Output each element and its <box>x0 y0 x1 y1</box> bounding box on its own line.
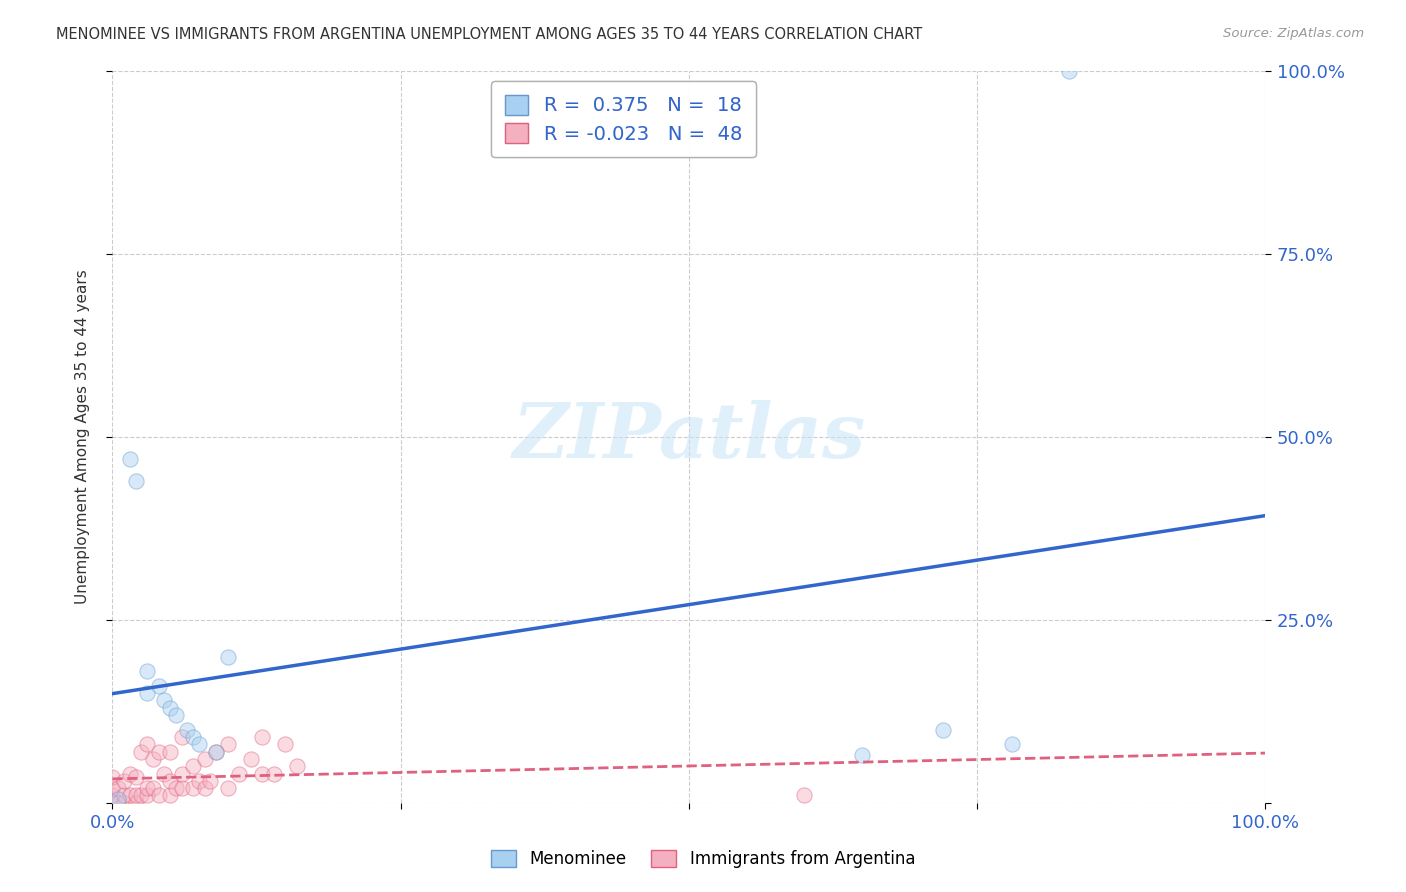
Text: ZIPatlas: ZIPatlas <box>512 401 866 474</box>
Point <box>274 737 297 751</box>
Point <box>129 745 153 759</box>
Point <box>176 723 198 737</box>
Point <box>170 766 193 780</box>
Point <box>205 745 228 759</box>
Point <box>136 737 159 751</box>
Point <box>124 770 146 784</box>
Point <box>263 766 285 780</box>
Point <box>1059 64 1081 78</box>
Point <box>136 781 159 796</box>
Point <box>851 748 873 763</box>
Point <box>124 474 146 488</box>
Point <box>142 752 165 766</box>
Point <box>1001 737 1024 751</box>
Point <box>118 452 141 467</box>
Point <box>118 766 141 780</box>
Point <box>101 781 124 796</box>
Point <box>239 752 262 766</box>
Point <box>153 693 176 707</box>
Point <box>181 759 204 773</box>
Point <box>159 700 181 714</box>
Point <box>931 723 953 737</box>
Point <box>205 745 228 759</box>
Point <box>101 770 124 784</box>
Point <box>112 789 135 803</box>
Point <box>107 792 129 806</box>
Point <box>181 730 204 744</box>
Point <box>153 766 176 780</box>
Point <box>252 766 274 780</box>
Point <box>148 745 170 759</box>
Point <box>194 781 217 796</box>
Point <box>107 796 129 810</box>
Point <box>136 686 159 700</box>
Point <box>181 781 204 796</box>
Point <box>217 649 239 664</box>
Point <box>159 773 181 788</box>
Point <box>101 789 124 803</box>
Point <box>159 789 181 803</box>
Point <box>194 752 217 766</box>
Point <box>148 679 170 693</box>
Point <box>170 781 193 796</box>
Point <box>200 773 222 788</box>
Point <box>228 766 250 780</box>
Point <box>793 789 815 803</box>
Point <box>148 789 170 803</box>
Point <box>118 789 141 803</box>
Point <box>107 781 129 796</box>
Point <box>159 745 181 759</box>
Point <box>124 789 146 803</box>
Point <box>188 737 211 751</box>
Point <box>252 730 274 744</box>
Point <box>285 759 308 773</box>
Point <box>112 773 135 788</box>
Point <box>217 781 239 796</box>
Point <box>217 737 239 751</box>
Point <box>165 781 187 796</box>
Point <box>142 781 165 796</box>
Point <box>136 789 159 803</box>
Legend: Menominee, Immigrants from Argentina: Menominee, Immigrants from Argentina <box>484 843 922 875</box>
Point <box>136 664 159 678</box>
Point <box>188 773 211 788</box>
Text: MENOMINEE VS IMMIGRANTS FROM ARGENTINA UNEMPLOYMENT AMONG AGES 35 TO 44 YEARS CO: MENOMINEE VS IMMIGRANTS FROM ARGENTINA U… <box>56 27 922 42</box>
Point <box>170 730 193 744</box>
Point <box>124 796 146 810</box>
Point <box>101 796 124 810</box>
Text: Source: ZipAtlas.com: Source: ZipAtlas.com <box>1223 27 1364 40</box>
Point <box>129 789 153 803</box>
Point <box>112 796 135 810</box>
Legend: R =  0.375   N =  18, R = -0.023   N =  48: R = 0.375 N = 18, R = -0.023 N = 48 <box>491 81 755 157</box>
Point <box>165 708 187 723</box>
Y-axis label: Unemployment Among Ages 35 to 44 years: Unemployment Among Ages 35 to 44 years <box>76 269 90 605</box>
